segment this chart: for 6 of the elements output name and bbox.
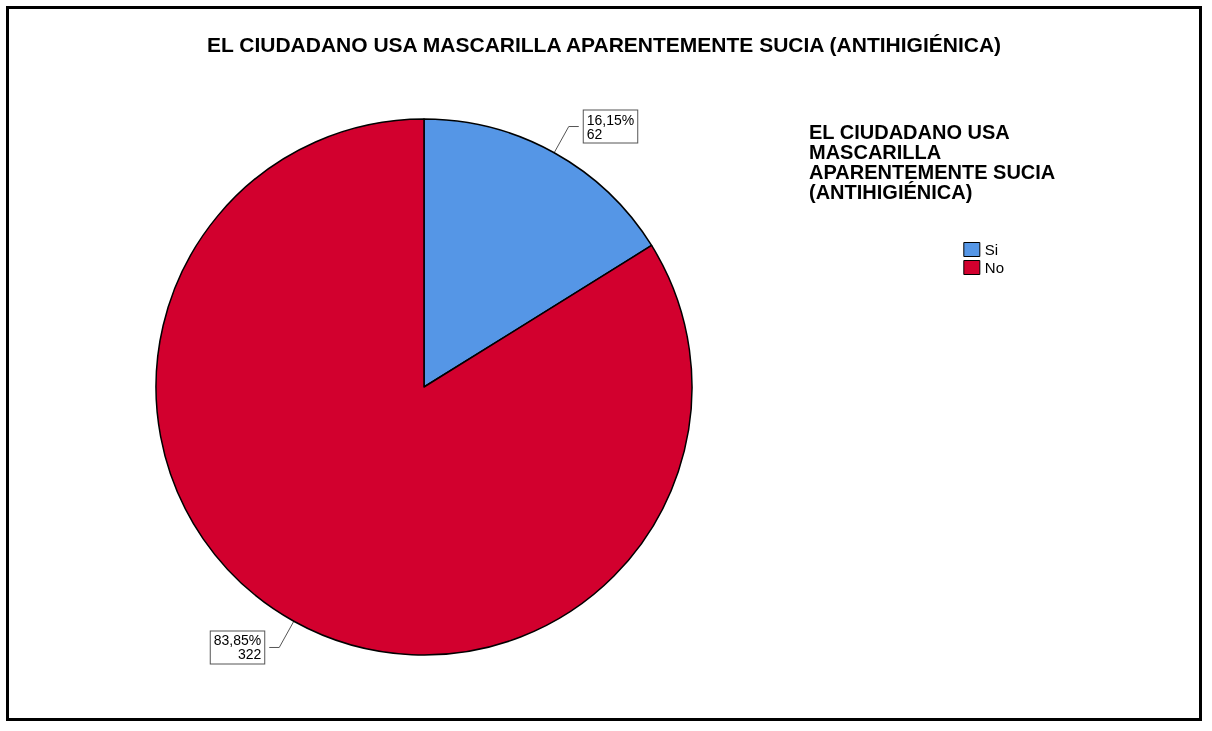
legend-label: No — [984, 259, 1005, 276]
legend-label: Si — [984, 241, 999, 258]
data-label: 83,85% 322 — [213, 632, 262, 663]
text: EL CIUDADANO USA MASCARILLA APARENTEMENTE SUCIA (ANTIHIGIÉNICA) — [809, 121, 1061, 203]
data-label: 16,15% 62 — [586, 111, 635, 142]
legend-title: EL CIUDADANO USA MASCARILLA APARENTEMENTE SUCIA (ANTIHIGIÉNICA) — [206, 33, 1002, 56]
